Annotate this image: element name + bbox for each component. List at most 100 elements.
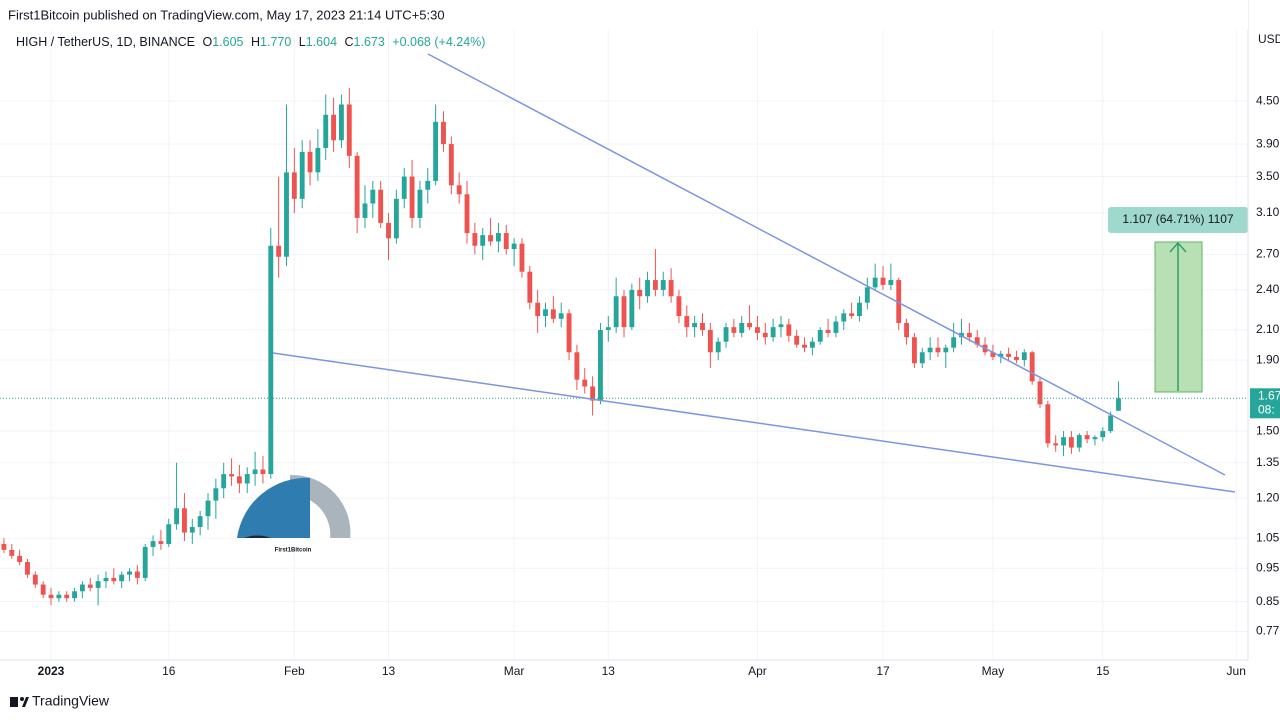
candle-body: [64, 594, 70, 599]
measure-label-box: [1108, 207, 1248, 233]
x-tick-label: 2023: [38, 664, 65, 678]
candle-body: [87, 584, 93, 588]
x-tick-label: 17: [876, 664, 890, 678]
price-tag: [1250, 388, 1280, 419]
candle-body: [904, 322, 909, 338]
y-tick-label: 3.50: [1256, 169, 1280, 183]
candle-body: [613, 296, 619, 328]
y-tick-label: 1.20: [1256, 490, 1280, 504]
candle-body: [409, 176, 415, 218]
candle-body: [880, 277, 886, 285]
candle-body: [393, 198, 399, 239]
candle-body: [1006, 353, 1012, 357]
candle-body: [966, 332, 972, 338]
candle-body: [849, 313, 855, 317]
candle-body: [448, 144, 454, 186]
candle-body: [495, 233, 501, 242]
candle-body: [213, 488, 219, 501]
candle-body: [25, 562, 30, 575]
candle-body: [574, 352, 580, 380]
y-tick-label: 0.85: [1256, 594, 1280, 608]
candle-body: [684, 316, 690, 328]
y-tick-label: 2.10: [1256, 322, 1280, 336]
candle-body: [260, 469, 266, 475]
candle-body: [566, 313, 572, 353]
symbol-legend: HIGH / TetherUS, 1D, BINANCE O1.605 H1.7…: [16, 35, 485, 49]
candle-body: [1076, 435, 1082, 448]
candle-body: [1037, 381, 1043, 405]
candle-body: [739, 322, 745, 333]
candle-body: [95, 581, 101, 588]
candle-body: [535, 302, 541, 317]
candle-body: [425, 180, 431, 190]
candle-body: [864, 287, 870, 303]
open-value: 1.605: [212, 35, 243, 49]
y-tick-label: 1.05: [1256, 530, 1280, 544]
candle-body: [652, 280, 658, 290]
y-tick-label: 1.50: [1256, 423, 1280, 437]
candle-body: [809, 341, 815, 348]
candle-body: [550, 309, 556, 319]
candle-body: [174, 508, 180, 525]
candle-body: [299, 151, 305, 199]
candle-body: [307, 151, 313, 173]
candle-body: [142, 546, 148, 578]
candle-body: [417, 189, 423, 218]
x-tick-label: Feb: [284, 664, 305, 678]
y-tick-label: 0.77: [1256, 624, 1280, 638]
candle-body: [127, 571, 132, 575]
candle-body: [998, 353, 1004, 357]
candle-body: [1021, 352, 1027, 361]
x-tick-label: 13: [382, 664, 396, 678]
candles: [0, 88, 1248, 606]
candle-body: [1053, 443, 1059, 446]
high-value: 1.770: [260, 35, 291, 49]
grid: [0, 28, 1248, 660]
candle-body: [150, 541, 156, 547]
candle-body: [56, 594, 62, 599]
candle-body: [32, 574, 38, 585]
x-tick-label: May: [982, 664, 1005, 678]
candle-body: [676, 296, 682, 317]
candle-body: [48, 594, 54, 599]
candle-body: [543, 309, 548, 317]
candle-body: [103, 577, 109, 582]
candle-body: [723, 327, 729, 342]
candle-body: [770, 327, 776, 338]
watermark-logo: First1Bitcoin: [237, 474, 351, 554]
candle-body: [1084, 435, 1090, 440]
candle-body: [480, 235, 486, 246]
candle-body: [386, 222, 391, 239]
candle-body: [747, 322, 753, 328]
candle-body: [700, 322, 705, 331]
candle-body: [715, 341, 721, 353]
candle-body: [621, 296, 627, 328]
candle-body: [637, 289, 643, 297]
candle-body: [276, 245, 282, 257]
candle-body: [9, 549, 15, 556]
candle-body: [346, 104, 352, 156]
measure-label: 1.107 (64.71%) 1107: [1122, 212, 1234, 226]
trend-line: [272, 352, 1236, 493]
candle-body: [707, 330, 713, 353]
candle-body: [1092, 437, 1098, 440]
candle-body: [244, 474, 250, 484]
candle-body: [433, 121, 439, 181]
y-tick-label: 0.95: [1256, 560, 1280, 574]
candle-body: [197, 516, 203, 527]
candle-body: [268, 245, 274, 475]
candle-body: [629, 289, 635, 328]
candle-body: [79, 584, 85, 592]
candle-body: [236, 476, 242, 484]
candle-body: [339, 104, 344, 141]
candle-body: [1045, 404, 1051, 444]
price-tag-countdown: 08:: [1258, 402, 1275, 416]
candle-body: [189, 526, 195, 533]
candle-body: [786, 324, 792, 336]
trend-line: [427, 53, 1226, 476]
candle-body: [762, 332, 768, 338]
candle-body: [645, 280, 650, 297]
candle-body: [362, 203, 368, 218]
candle-body: [935, 347, 941, 353]
candle-body: [291, 172, 297, 199]
